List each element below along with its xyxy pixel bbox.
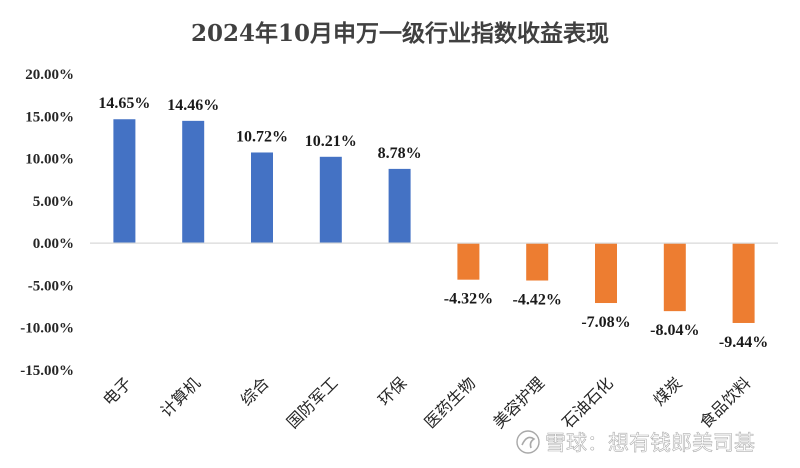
y-axis: 20.00% 15.00% 10.00% 5.00% 0.00% -5.00% -10.00…: [20, 67, 74, 379]
bar: [388, 168, 411, 244]
bar: [595, 243, 617, 304]
data-label: -4.32%: [444, 291, 493, 308]
bar: [526, 243, 549, 281]
data-label: 8.78%: [378, 145, 422, 162]
data-label: 10.72%: [236, 128, 288, 145]
x-tick-label: 环保: [374, 373, 410, 409]
data-label: 14.46%: [167, 97, 219, 114]
data-label: -8.04%: [650, 322, 699, 339]
bars: [113, 119, 755, 323]
bar: [457, 243, 480, 280]
x-tick-label: 石油石化: [558, 373, 617, 432]
x-tick-label: 煤炭: [650, 373, 686, 409]
bar: [732, 243, 755, 323]
y-tick-label: 20.00%: [25, 67, 74, 83]
data-label: -7.08%: [581, 314, 630, 331]
y-tick-label: 5.00%: [33, 194, 74, 210]
x-tick-label: 计算机: [157, 373, 204, 420]
x-tick-label: 美容护理: [489, 373, 548, 432]
chart-title: 2024年10月申万一级行业指数收益表现: [191, 20, 609, 47]
y-tick-label: -5.00%: [28, 278, 74, 294]
data-label: -4.42%: [513, 292, 562, 309]
watermark-text: 雪球：想有钱郎美司基: [545, 431, 755, 455]
x-tick-label: 国防军工: [283, 373, 342, 432]
y-tick-label: 0.00%: [33, 236, 74, 252]
x-axis: 电子 计算机 综合 国防军工 环保 医药生物 美容护理 石油石化 煤炭 食品饮料: [99, 373, 754, 432]
data-labels: 14.65% 14.46% 10.72% 10.21% 8.78% -4.32% -4.42…: [98, 95, 768, 351]
y-tick-label: 10.00%: [25, 152, 74, 168]
x-tick-label: 医药生物: [421, 373, 480, 432]
watermark: 雪球：想有钱郎美司基: [516, 430, 755, 455]
data-label: 10.21%: [305, 133, 357, 150]
y-tick-label: 15.00%: [25, 109, 74, 125]
y-tick-label: -15.00%: [20, 363, 74, 379]
x-tick-label: 综合: [237, 373, 273, 409]
bar: [319, 156, 342, 244]
data-label: -9.44%: [719, 334, 768, 351]
x-tick-label: 电子: [99, 373, 135, 409]
bar: [113, 119, 136, 244]
x-tick-label: 食品饮料: [696, 373, 755, 432]
bar: [663, 243, 686, 312]
y-tick-label: -10.00%: [20, 321, 74, 337]
snowball-icon: [516, 430, 540, 454]
bar: [182, 120, 205, 244]
data-label: 14.65%: [98, 95, 150, 112]
bar: [251, 152, 273, 244]
